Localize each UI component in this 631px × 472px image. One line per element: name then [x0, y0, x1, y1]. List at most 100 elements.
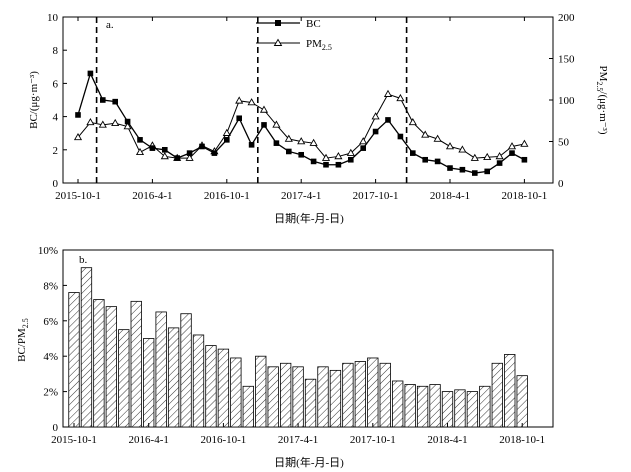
bc-point — [124, 118, 131, 125]
bc-series-line — [77, 71, 525, 174]
pm25-point — [470, 153, 479, 161]
bc-point — [199, 143, 205, 150]
panel-b-y-tick-label: 10% — [38, 245, 58, 257]
bc-point — [410, 150, 416, 156]
pm25-point — [433, 134, 442, 142]
ratio-bar — [180, 313, 192, 428]
pm25-point — [160, 152, 169, 160]
ratio-bar — [93, 299, 105, 428]
ratio-bar — [130, 300, 142, 428]
ratio-bar — [441, 391, 454, 428]
pm25-point — [135, 147, 145, 156]
pm25-point — [272, 120, 281, 128]
bc-point — [397, 133, 404, 140]
ratio-bar — [230, 357, 242, 428]
bc-point — [521, 156, 528, 163]
panel-a-left-tick-label: 2 — [53, 145, 59, 157]
pm25-point — [421, 130, 430, 138]
panel-a-right-y-axis: 0 50 100 150 200 — [549, 12, 575, 190]
bc-point — [174, 155, 180, 161]
ratio-bar — [167, 327, 180, 428]
panel-a-x-tick-label: 2016-10-1 — [204, 190, 250, 202]
ratio-bar — [504, 354, 516, 428]
ratio-bar — [454, 389, 466, 428]
pm25-point — [520, 139, 529, 147]
panel-a-x-axis: 2015-10-1 2016-4-1 2016-10-1 2017-4-1 2017-1… — [55, 17, 547, 202]
bc-point — [372, 128, 379, 135]
pm25-point — [309, 138, 318, 146]
panel-a-dashed-lines — [95, 17, 408, 183]
pm25-point — [396, 93, 405, 102]
panel-a-left-tick-label: 8 — [53, 45, 59, 57]
bc-point — [186, 150, 193, 156]
pm25-point — [383, 89, 393, 97]
panel-b-y-tick-label: 2% — [43, 387, 58, 399]
panel-a-right-tick-label: 200 — [558, 12, 575, 24]
panel-b-x-tick-label: 2015-10-1 — [51, 434, 97, 446]
panel-a-right-tick-label: 0 — [558, 178, 564, 190]
bc-point — [310, 158, 317, 165]
ratio-bar — [379, 362, 391, 428]
pm25-point — [284, 134, 293, 142]
ratio-bar — [205, 345, 217, 428]
panel-b-y-tick-label: 8% — [43, 280, 58, 292]
panel-a-right-tick-label: 100 — [558, 95, 575, 107]
pm25-point — [123, 122, 132, 130]
panel-a-left-tick-label: 10 — [47, 12, 59, 24]
panel-b-x-tick-label: 2017-4-1 — [278, 434, 318, 446]
ratio-bar — [68, 292, 80, 428]
pm25-point — [321, 153, 331, 161]
pm25-point — [334, 152, 343, 160]
ratio-bar — [342, 362, 354, 428]
legend-pm25-label: PM2.5 — [306, 38, 332, 52]
panel-a-line-chart: 2015-10-1 2016-4-1 2016-10-1 2017-4-1 2017-1… — [28, 12, 609, 225]
panel-a-left-tick-label: 0 — [53, 178, 59, 190]
bc-point — [261, 122, 267, 128]
panel-a-right-tick-label: 50 — [558, 137, 570, 149]
ratio-bar — [192, 334, 205, 428]
pm25-point — [297, 137, 306, 145]
panel-a-right-y-title: PM2.5/(μg·m⁻³) — [595, 65, 609, 134]
panel-b-label: b. — [79, 254, 88, 266]
bc-point — [434, 158, 441, 165]
legend-bc-marker — [275, 20, 281, 26]
ratio-bar — [466, 391, 479, 428]
panel-b-x-tick-label: 2016-4-1 — [129, 434, 169, 446]
bc-point — [149, 145, 156, 151]
ratio-bar — [105, 306, 117, 428]
ratio-bar — [155, 311, 167, 428]
bc-point — [459, 166, 466, 173]
bc-point — [472, 170, 478, 176]
pm25-point — [259, 105, 269, 113]
pm25-point — [371, 112, 380, 120]
ratio-bar — [80, 267, 93, 428]
pm25-point — [98, 120, 107, 128]
pm25-series-line — [77, 93, 525, 159]
panel-b-y-tick-label: 6% — [43, 316, 58, 328]
ratio-bar — [304, 378, 317, 428]
panel-b-bar-chart: 2015-10-1 2016-4-1 2016-10-1 2017-4-1 2017-1… — [16, 245, 554, 469]
bc-point — [236, 115, 242, 122]
panel-a-x-tick-label: 2017-10-1 — [353, 190, 399, 202]
bc-point — [162, 147, 168, 153]
ratio-bar — [143, 338, 155, 428]
pm25-point — [495, 152, 504, 160]
ratio-bar — [416, 385, 429, 428]
ratio-bar — [317, 366, 329, 428]
panel-b-x-title: 日期(年-月-日) — [274, 455, 344, 469]
panel-a-legend: BC PM2.5 — [256, 18, 332, 52]
ratio-bar — [255, 355, 267, 428]
bc-point — [112, 98, 118, 105]
panel-a-left-tick-label: 4 — [53, 112, 59, 124]
panel-a-right-tick-label: 150 — [558, 54, 575, 66]
panel-b-y-tick-label: 0 — [53, 422, 59, 434]
bc-point — [447, 165, 453, 171]
bc-point — [211, 150, 218, 156]
panel-a-x-tick-label: 2018-10-1 — [501, 190, 547, 202]
panel-a-x-title: 日期(年-月-日) — [274, 211, 344, 225]
pm25-point — [222, 128, 231, 136]
ratio-bar — [242, 385, 254, 428]
pm25-point — [483, 152, 492, 161]
panel-b-y-title: BC/PM2.5 — [16, 318, 30, 362]
